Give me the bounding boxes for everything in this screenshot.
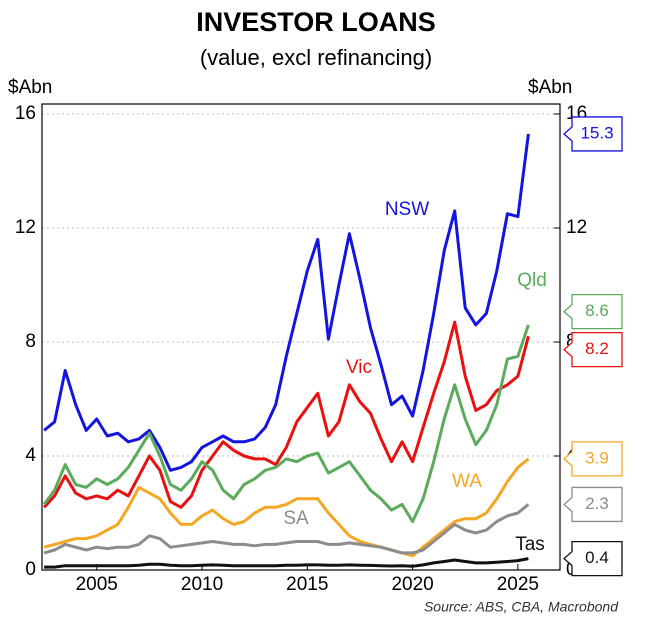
series-name: Vic: [346, 357, 372, 378]
series-name: WA: [452, 471, 482, 492]
end-value-label: 8.6: [585, 301, 609, 320]
chart-title: INVESTOR LOANS: [196, 7, 436, 37]
end-value-label: 15.3: [580, 123, 613, 142]
series-line: [42, 324, 530, 523]
y-tick-label: 16: [15, 103, 36, 124]
end-value-label: 8.2: [585, 339, 609, 358]
x-tick-label: 2010: [181, 574, 223, 595]
y2-tick-label: 12: [566, 217, 587, 238]
y-tick-label: 12: [15, 217, 36, 238]
source-note: Source: ABS, CBA, Macrobond: [424, 599, 619, 615]
end-value-label: 3.9: [585, 448, 609, 467]
end-label-box: [563, 486, 623, 523]
end-label-box: [563, 441, 623, 477]
series-line: [44, 557, 529, 569]
x-tick-label: 2005: [76, 574, 118, 595]
series-line: [43, 503, 530, 555]
y2-tick-label: 8: [566, 331, 577, 352]
series-name: NSW: [385, 199, 429, 220]
end-label-box: [563, 116, 623, 152]
y-tick-label: 4: [25, 445, 36, 466]
series-line: [43, 457, 530, 558]
chart-subtitle: (value, excl refinancing): [200, 45, 432, 70]
series-name: Tas: [515, 534, 545, 555]
end-label-box: [563, 293, 623, 330]
y-tick-label: 0: [25, 559, 36, 580]
y2-tick-label: 0: [566, 559, 577, 580]
series-line: [42, 320, 530, 509]
plot-frame: [41, 103, 561, 571]
series-name: Qld: [517, 270, 547, 291]
end-value-label: 2.3: [585, 494, 609, 513]
x-tick-label: 2020: [391, 574, 433, 595]
end-label-box: [563, 331, 623, 368]
end-label-box: [563, 540, 623, 577]
x-tick-label: 2015: [286, 574, 328, 595]
series-name: SA: [283, 508, 309, 529]
series-line: [43, 133, 530, 472]
end-value-label: 0.4: [585, 548, 609, 567]
x-tick-label: 2025: [497, 574, 539, 595]
y2-axis-label: $Abn: [528, 77, 572, 98]
y-axis-label: $Abn: [8, 77, 52, 98]
y-tick-label: 8: [25, 331, 36, 352]
